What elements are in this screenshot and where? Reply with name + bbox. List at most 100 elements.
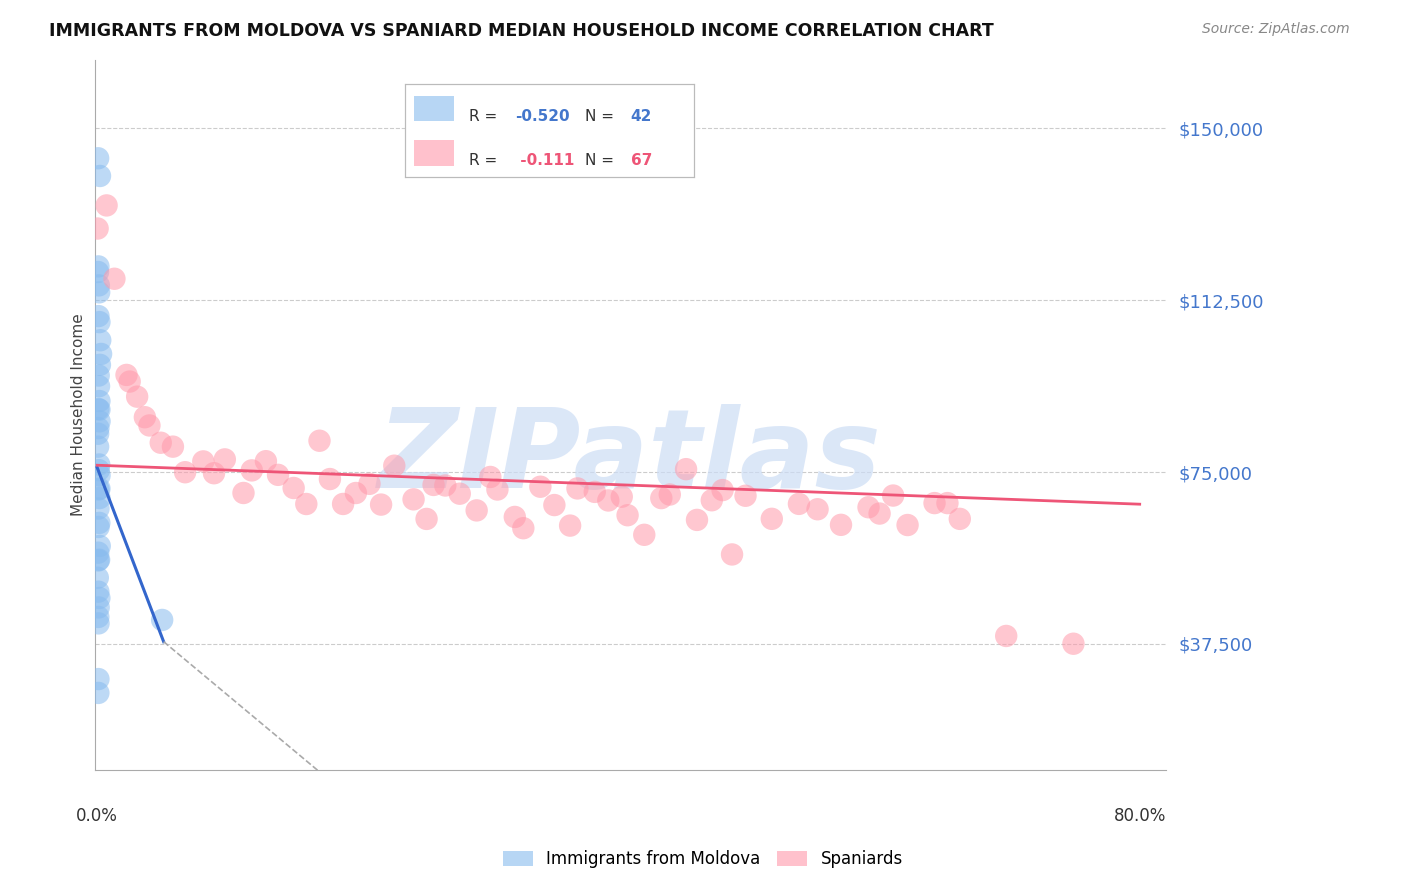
Point [924, 496, 946, 510]
Point [89, 358, 111, 372]
Point [89, 333, 111, 347]
Point [90, 347, 112, 361]
Point [87, 483, 110, 497]
Point [295, 497, 318, 511]
Point [193, 454, 215, 468]
Point [686, 513, 709, 527]
Point [858, 500, 880, 515]
Text: 80.0%: 80.0% [1114, 806, 1166, 825]
Point [87, 379, 110, 393]
Point [87, 610, 110, 624]
Point [529, 480, 551, 494]
Point [332, 497, 354, 511]
Point [87, 401, 110, 416]
Point [543, 498, 565, 512]
Point [598, 493, 620, 508]
Point [995, 629, 1018, 643]
Point [700, 493, 723, 508]
Point [344, 486, 367, 500]
Point [87, 600, 110, 615]
Point [87, 421, 110, 435]
Point [87, 151, 110, 165]
Point [89, 482, 111, 496]
Point [633, 528, 655, 542]
Point [319, 472, 342, 486]
Point [422, 478, 444, 492]
Text: IMMIGRANTS FROM MOLDOVA VS SPANIARD MEDIAN HOUSEHOLD INCOME CORRELATION CHART: IMMIGRANTS FROM MOLDOVA VS SPANIARD MEDI… [49, 22, 994, 40]
Point [162, 440, 184, 454]
Point [149, 435, 172, 450]
Point [583, 484, 606, 499]
Point [254, 454, 277, 468]
Point [610, 490, 633, 504]
Point [174, 465, 197, 479]
Point [711, 483, 734, 497]
Point [87, 278, 110, 293]
Point [1062, 637, 1084, 651]
Y-axis label: Median Household Income: Median Household Income [72, 313, 86, 516]
Point [115, 368, 138, 382]
Point [87, 553, 110, 567]
Point [87, 463, 110, 477]
Point [89, 516, 111, 530]
Point [87, 672, 110, 686]
Point [370, 498, 392, 512]
Point [96, 198, 118, 212]
Point [658, 487, 681, 501]
Point [87, 584, 110, 599]
Text: 0.0%: 0.0% [76, 806, 118, 825]
Point [89, 414, 111, 428]
Point [134, 410, 156, 425]
Point [449, 486, 471, 500]
Point [616, 508, 638, 523]
Point [283, 481, 305, 495]
Point [787, 497, 810, 511]
Point [897, 518, 920, 533]
Point [567, 482, 589, 496]
Point [949, 512, 972, 526]
Point [86, 221, 108, 235]
Point [87, 260, 110, 274]
Point [761, 512, 783, 526]
Point [240, 463, 263, 477]
Point [214, 452, 236, 467]
Point [721, 548, 744, 562]
Point [89, 169, 111, 183]
Point [936, 496, 959, 510]
Point [87, 368, 110, 383]
Point [87, 686, 110, 700]
Point [87, 501, 110, 516]
Point [89, 285, 111, 300]
Point [308, 434, 330, 448]
Point [869, 507, 891, 521]
Point [202, 467, 225, 481]
Point [675, 462, 697, 476]
Point [503, 510, 526, 524]
Point [87, 571, 110, 585]
Point [89, 458, 111, 472]
Point [486, 483, 509, 497]
Point [87, 309, 110, 323]
Point [402, 492, 425, 507]
Point [87, 265, 110, 279]
Point [267, 467, 290, 482]
Point [465, 503, 488, 517]
Point [558, 518, 581, 533]
Point [87, 520, 110, 534]
Point [87, 440, 110, 454]
Point [830, 517, 852, 532]
Point [882, 489, 904, 503]
Point [138, 418, 160, 433]
Point [512, 521, 534, 535]
Point [89, 468, 111, 483]
Text: Source: ZipAtlas.com: Source: ZipAtlas.com [1202, 22, 1350, 37]
Point [89, 591, 111, 605]
Point [87, 616, 110, 631]
Point [89, 315, 111, 329]
Point [650, 491, 672, 505]
Point [89, 491, 111, 505]
Point [89, 394, 111, 409]
Point [734, 489, 756, 503]
Point [415, 512, 437, 526]
Point [232, 486, 254, 500]
